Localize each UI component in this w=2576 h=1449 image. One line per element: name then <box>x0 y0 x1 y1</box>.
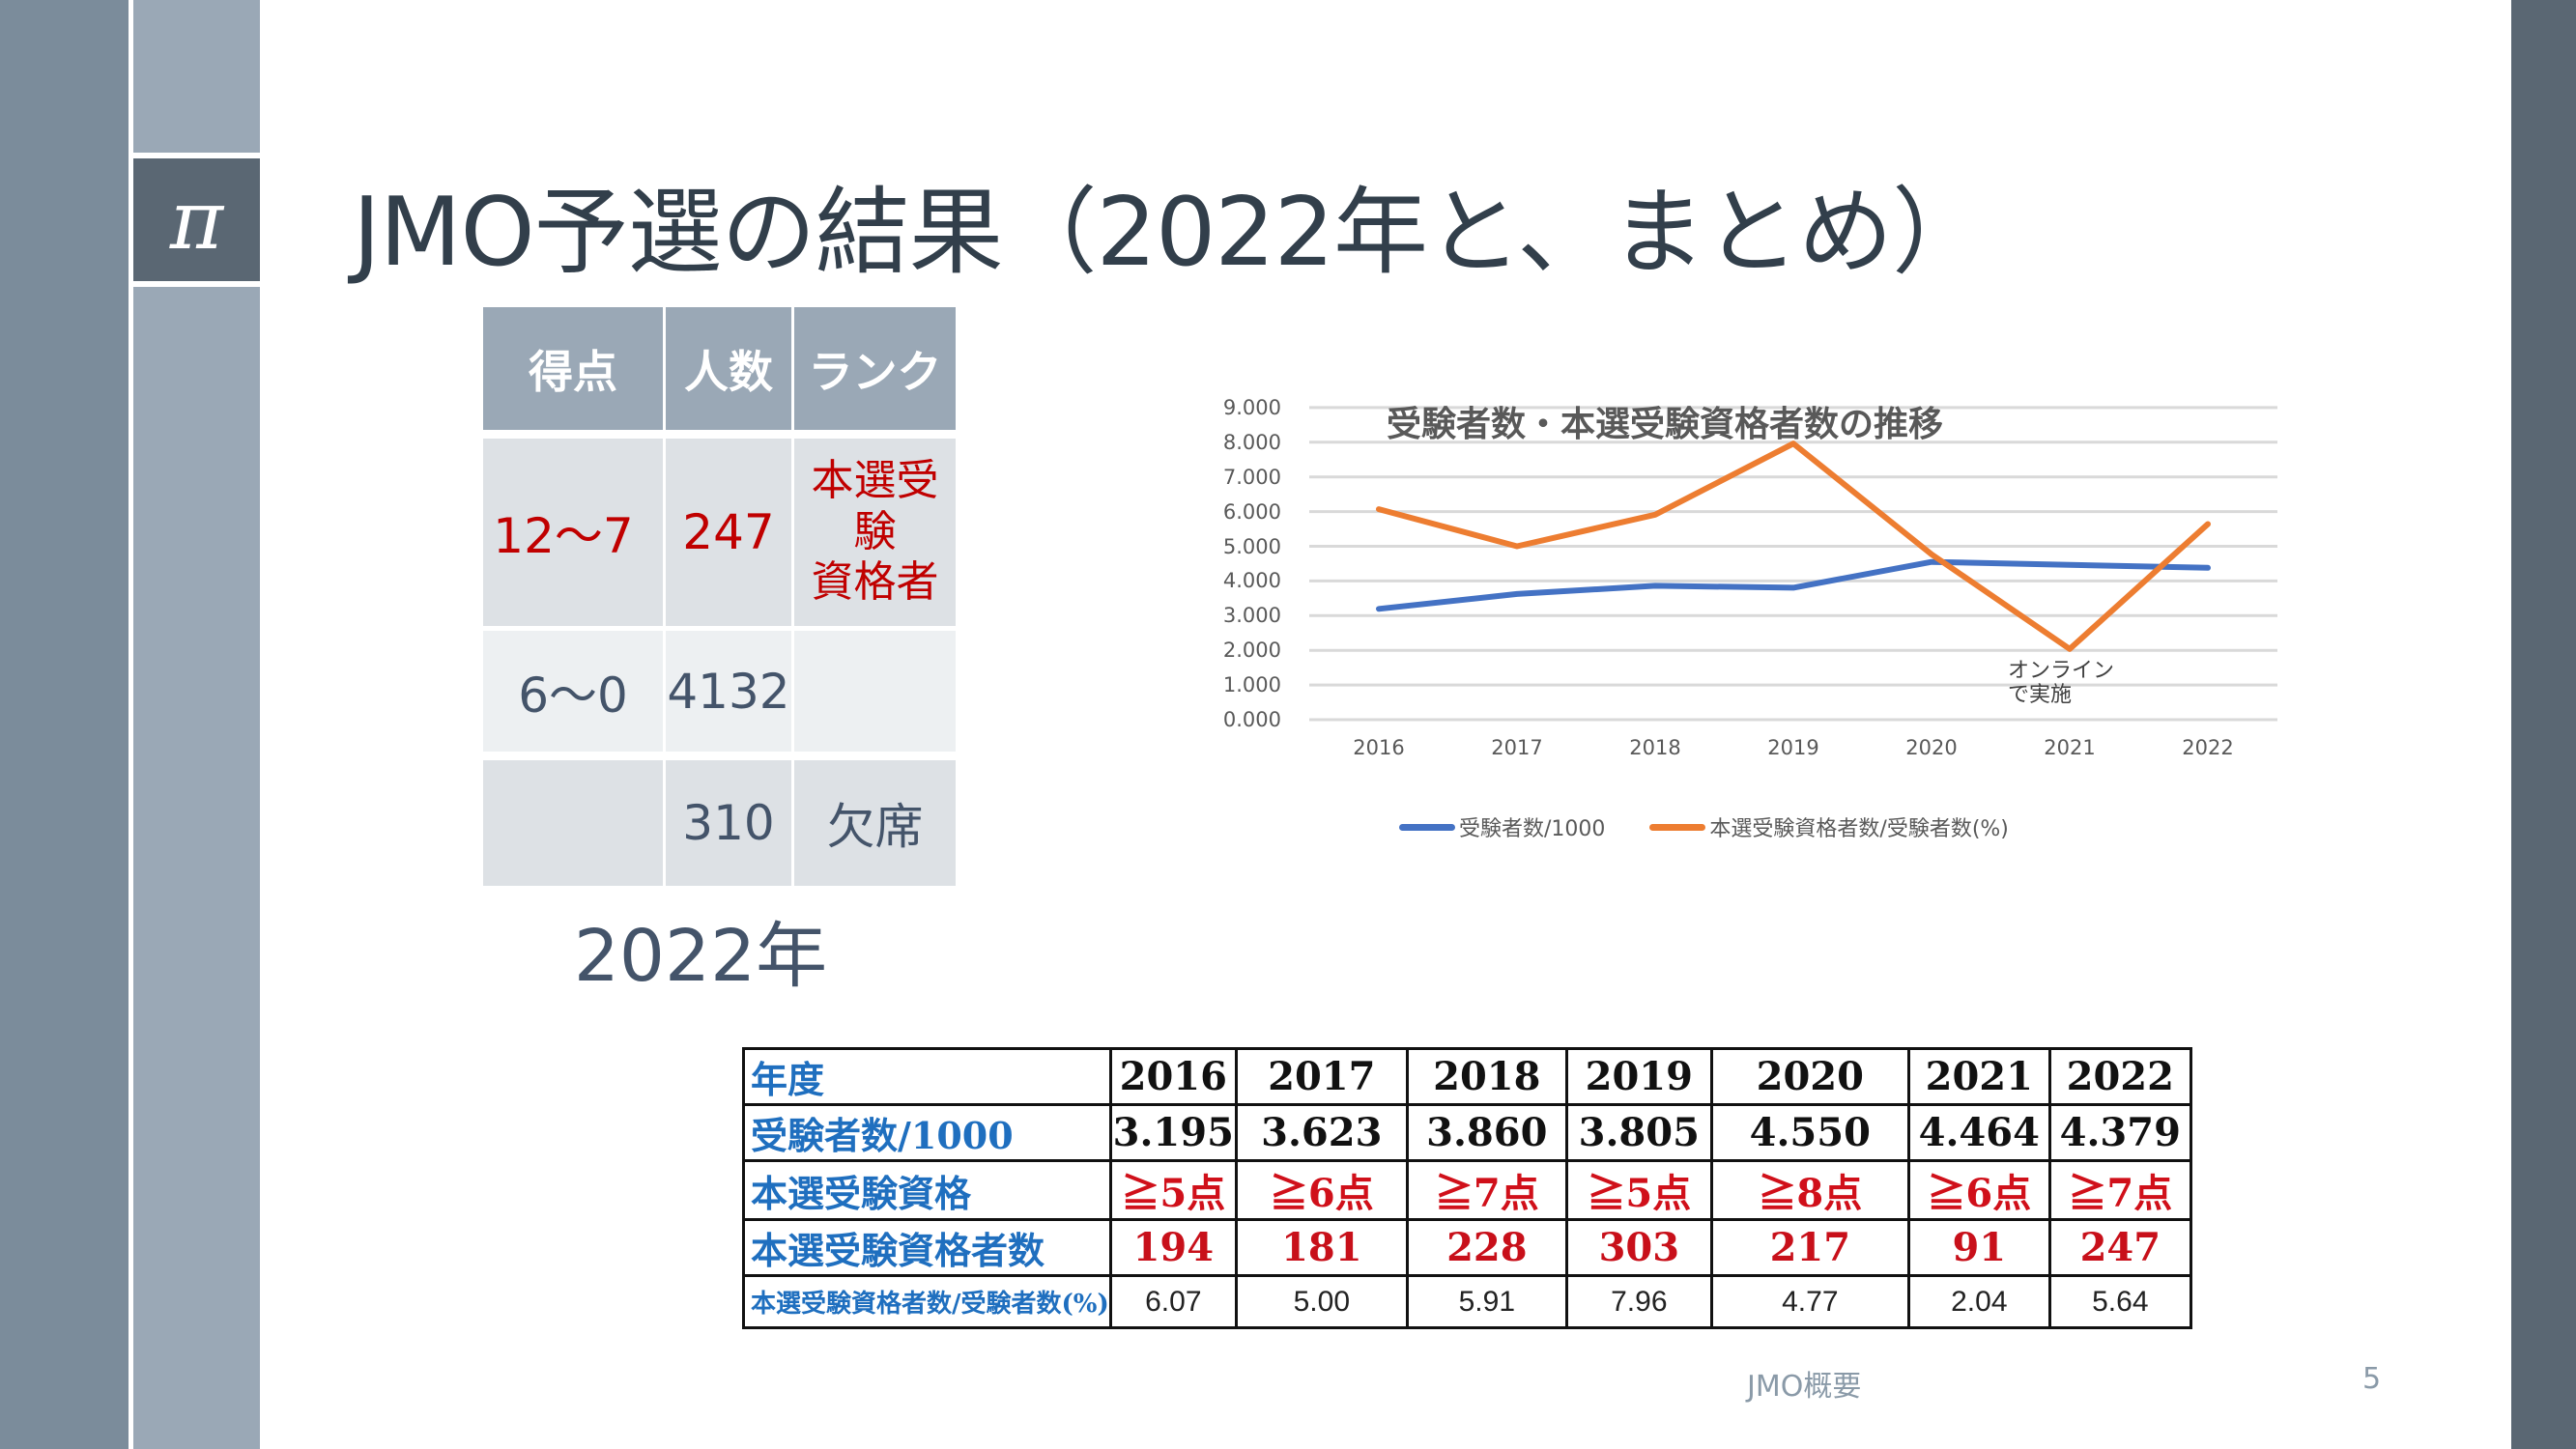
value-cell: 181 <box>1234 1218 1409 1277</box>
score-table-caption: 2022年 <box>573 915 828 998</box>
chart-title: 受験者数・本選受験資格者数の推移 <box>1387 405 1944 444</box>
x-tick-label: 2021 <box>2044 736 2096 759</box>
year-cell: 2016 <box>1108 1047 1238 1106</box>
value-cell: 5.64 <box>2047 1274 2192 1329</box>
y-tick-label: 6.000 <box>1222 499 1281 524</box>
value-cell: 91 <box>1906 1218 2051 1277</box>
row-label: 本選受験資格 <box>742 1159 1112 1221</box>
right-decor-bar <box>2511 0 2576 1449</box>
year-cell: 2019 <box>1564 1047 1713 1106</box>
table-row-examinees: 受験者数/1000 3.195 3.623 3.860 3.805 4.550 … <box>742 1103 2192 1162</box>
legend-label-examinees: 受験者数/1000 <box>1459 817 1606 841</box>
value-cell: ≧5点 <box>1108 1159 1238 1221</box>
year-cell: 2021 <box>1906 1047 2051 1106</box>
slide-title: JMO予選の結果（2022年と、まとめ） <box>353 178 1987 288</box>
series-line-ratio <box>1376 440 2211 652</box>
year-cell: 2020 <box>1709 1047 1910 1106</box>
y-tick-label: 1.000 <box>1222 673 1281 697</box>
page-number: 5 <box>2362 1362 2382 1396</box>
row-label: 年度 <box>742 1047 1112 1106</box>
chart-plot-area <box>1309 406 2277 722</box>
row2-rank <box>794 631 956 752</box>
y-tick-label: 4.000 <box>1222 569 1281 593</box>
series-line-examinees <box>1376 558 2211 612</box>
y-tick-label: 9.000 <box>1222 395 1281 419</box>
header-count: 人数 <box>666 307 791 430</box>
value-cell: 217 <box>1709 1218 1910 1277</box>
x-tick-label: 2020 <box>1905 736 1958 759</box>
row-label: 本選受験資格者数 <box>742 1218 1112 1277</box>
row3-rank: 欠席 <box>794 760 956 886</box>
value-cell: 5.00 <box>1234 1274 1409 1329</box>
summary-table: 年度 2016 2017 2018 2019 2020 2021 2022 受験… <box>742 1047 2192 1329</box>
value-cell: 3.623 <box>1234 1103 1409 1162</box>
legend-swatch-orange <box>1649 823 1706 831</box>
value-cell: 4.77 <box>1709 1274 1910 1329</box>
value-cell: 228 <box>1405 1218 1568 1277</box>
value-cell: ≧8点 <box>1709 1159 1910 1221</box>
row1-count: 247 <box>666 439 791 626</box>
year-cell: 2017 <box>1234 1047 1409 1106</box>
row1-score: 12～7 <box>483 439 663 626</box>
x-tick-label: 2022 <box>2182 736 2234 759</box>
value-cell: 6.07 <box>1108 1274 1238 1329</box>
y-tick-label: 0.000 <box>1222 708 1281 731</box>
value-cell: ≧7点 <box>2047 1159 2192 1221</box>
chart-legend: 受験者数/1000 本選受験資格者数/受験者数(%) <box>1399 811 2009 842</box>
y-tick-label: 7.000 <box>1222 465 1281 489</box>
chart-annotation: オンライン で実施 <box>2008 659 2115 708</box>
y-tick-label: 2.000 <box>1222 639 1281 663</box>
y-tick-label: 3.000 <box>1222 604 1281 628</box>
x-tick-label: 2017 <box>1491 736 1543 759</box>
table-row-years: 年度 2016 2017 2018 2019 2020 2021 2022 <box>742 1047 2192 1106</box>
value-cell: ≧6点 <box>1906 1159 2051 1221</box>
row-label: 本選受験資格者数/受験者数(%) <box>742 1274 1112 1329</box>
value-cell: ≧5点 <box>1564 1159 1713 1221</box>
header-rank: ランク <box>794 307 956 430</box>
value-cell: 3.195 <box>1108 1103 1238 1162</box>
row1-rank: 本選受験 資格者 <box>794 439 956 626</box>
value-cell: 4.550 <box>1709 1103 1910 1162</box>
row2-count: 4132 <box>666 631 791 752</box>
year-cell: 2018 <box>1405 1047 1568 1106</box>
row3-count: 310 <box>666 760 791 886</box>
value-cell: 3.860 <box>1405 1103 1568 1162</box>
footer-text: JMO概要 <box>1747 1370 1862 1404</box>
legend-swatch-blue <box>1399 823 1455 831</box>
value-cell: 5.91 <box>1405 1274 1568 1329</box>
value-cell: 2.04 <box>1906 1274 2051 1329</box>
value-cell: ≧7点 <box>1405 1159 1568 1221</box>
line-chart: 9.000 8.000 7.000 6.000 5.000 4.000 3.000 2.000… <box>1198 377 2300 860</box>
x-tick-label: 2019 <box>1767 736 1819 759</box>
table-row-qualification: 本選受験資格 ≧5点 ≧6点 ≧7点 ≧5点 ≧8点 ≧6点 ≧7点 <box>742 1159 2192 1221</box>
left-decor-bar <box>0 0 129 1449</box>
y-tick-label: 5.000 <box>1222 534 1281 558</box>
year-cell: 2022 <box>2047 1047 2192 1106</box>
x-tick-label: 2018 <box>1629 736 1681 759</box>
divider <box>133 281 260 287</box>
table-row-qualified-count: 本選受験資格者数 194 181 228 303 217 91 247 <box>742 1218 2192 1277</box>
value-cell: ≧6点 <box>1234 1159 1409 1221</box>
pi-logo-icon: π <box>133 158 260 281</box>
value-cell: 247 <box>2047 1218 2192 1277</box>
y-tick-label: 8.000 <box>1222 430 1281 454</box>
row-label: 受験者数/1000 <box>742 1103 1112 1162</box>
value-cell: 4.464 <box>1906 1103 2051 1162</box>
row2-score: 6～0 <box>483 631 663 752</box>
table-row-qualified-pct: 本選受験資格者数/受験者数(%) 6.07 5.00 5.91 7.96 4.7… <box>742 1274 2192 1329</box>
legend-label-ratio: 本選受験資格者数/受験者数(%) <box>1709 817 2009 841</box>
value-cell: 4.379 <box>2047 1103 2192 1162</box>
row3-score <box>483 760 663 886</box>
value-cell: 3.805 <box>1564 1103 1713 1162</box>
header-score: 得点 <box>483 307 663 430</box>
x-tick-label: 2016 <box>1353 736 1405 759</box>
value-cell: 194 <box>1108 1218 1238 1277</box>
value-cell: 303 <box>1564 1218 1713 1277</box>
divider <box>133 153 260 158</box>
value-cell: 7.96 <box>1564 1274 1713 1329</box>
